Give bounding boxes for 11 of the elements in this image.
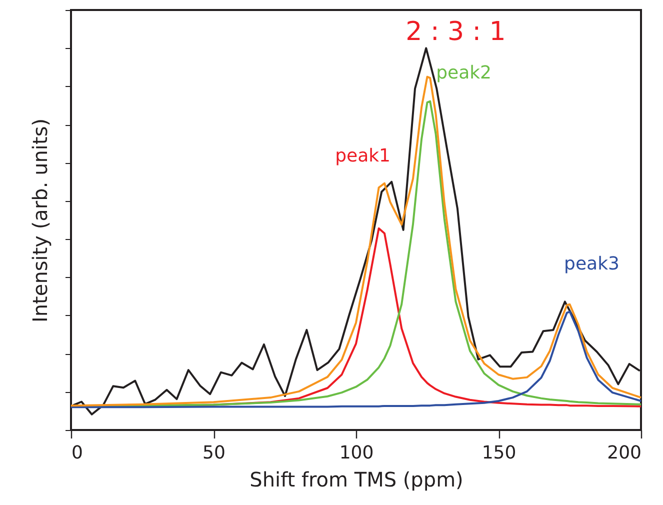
x-tick-label: 100	[339, 442, 374, 464]
x-axis-title: Shift from TMS (ppm)	[250, 468, 464, 492]
x-tick-label: 150	[482, 442, 516, 464]
series-label: peak2	[436, 62, 492, 84]
text: peak3	[564, 254, 620, 275]
x-tick-label: 200	[607, 442, 642, 464]
text: peak1	[335, 145, 391, 166]
y-axis-title: Intensity (arb. units)	[28, 118, 52, 323]
x-tick-label: 50	[202, 442, 226, 464]
x-tick-label: 0	[72, 442, 83, 464]
text: 2 : 3 : 1	[406, 17, 506, 47]
